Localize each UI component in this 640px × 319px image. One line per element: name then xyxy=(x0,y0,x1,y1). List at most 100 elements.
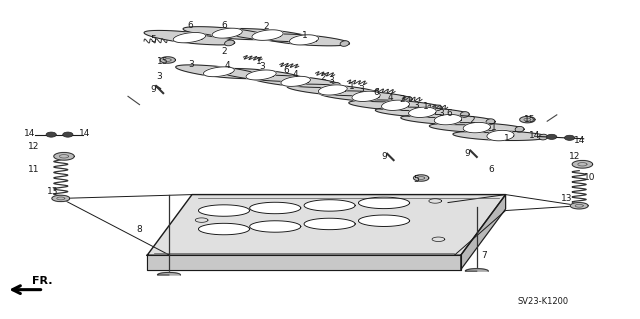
Ellipse shape xyxy=(262,35,271,41)
Polygon shape xyxy=(413,175,429,181)
Polygon shape xyxy=(198,205,250,216)
Polygon shape xyxy=(358,215,410,226)
Polygon shape xyxy=(429,122,524,133)
Polygon shape xyxy=(281,76,310,86)
Text: 3: 3 xyxy=(156,72,161,81)
Ellipse shape xyxy=(403,96,412,102)
Text: 6: 6 xyxy=(489,165,494,174)
Text: 6: 6 xyxy=(221,21,227,30)
Text: 13: 13 xyxy=(561,194,572,203)
Text: 1: 1 xyxy=(349,82,355,91)
Text: 14: 14 xyxy=(573,136,585,145)
Polygon shape xyxy=(147,195,506,255)
Text: 4: 4 xyxy=(388,93,393,102)
Ellipse shape xyxy=(331,83,340,88)
Text: 3: 3 xyxy=(439,109,444,118)
Text: 6: 6 xyxy=(374,88,379,97)
Text: 3: 3 xyxy=(329,76,334,85)
Polygon shape xyxy=(52,195,70,202)
Polygon shape xyxy=(212,28,243,38)
Text: 6: 6 xyxy=(447,109,452,118)
Ellipse shape xyxy=(369,91,378,96)
Text: 8: 8 xyxy=(137,225,142,234)
Text: 13: 13 xyxy=(47,187,58,196)
Text: 15: 15 xyxy=(524,115,536,124)
Polygon shape xyxy=(461,195,506,270)
Polygon shape xyxy=(320,91,413,102)
Polygon shape xyxy=(204,67,234,77)
Text: 4: 4 xyxy=(293,70,298,78)
Circle shape xyxy=(564,135,575,140)
Text: 1: 1 xyxy=(302,31,307,40)
Polygon shape xyxy=(198,223,250,235)
Polygon shape xyxy=(251,75,340,87)
Polygon shape xyxy=(217,69,305,81)
Polygon shape xyxy=(287,84,378,96)
Polygon shape xyxy=(259,34,349,46)
Polygon shape xyxy=(318,85,348,95)
Polygon shape xyxy=(160,57,175,63)
Text: 11: 11 xyxy=(28,165,39,174)
Polygon shape xyxy=(183,27,271,40)
Polygon shape xyxy=(221,28,314,42)
Polygon shape xyxy=(520,116,535,123)
Polygon shape xyxy=(465,269,488,271)
Text: 14: 14 xyxy=(24,129,35,138)
Text: 1: 1 xyxy=(504,134,509,143)
Polygon shape xyxy=(463,122,490,133)
Polygon shape xyxy=(401,115,495,125)
Polygon shape xyxy=(250,221,301,232)
Text: 1: 1 xyxy=(492,123,497,132)
Circle shape xyxy=(63,132,73,137)
Text: 7: 7 xyxy=(481,251,486,260)
Ellipse shape xyxy=(225,40,234,46)
Polygon shape xyxy=(289,35,319,45)
Text: 6: 6 xyxy=(284,66,289,75)
Text: 5: 5 xyxy=(151,35,156,44)
Text: 15: 15 xyxy=(157,57,169,66)
Polygon shape xyxy=(408,107,436,117)
Text: 3: 3 xyxy=(413,101,419,110)
Text: 2: 2 xyxy=(221,47,227,56)
Text: 2: 2 xyxy=(321,73,326,82)
Text: 14: 14 xyxy=(79,129,91,138)
Polygon shape xyxy=(246,70,276,80)
Circle shape xyxy=(547,134,557,139)
Text: 14: 14 xyxy=(529,131,540,140)
Text: 3: 3 xyxy=(188,60,193,69)
Ellipse shape xyxy=(539,134,548,140)
Text: 12: 12 xyxy=(569,152,580,161)
Polygon shape xyxy=(352,91,380,101)
Text: 9: 9 xyxy=(381,152,387,161)
Text: 2: 2 xyxy=(264,22,269,31)
Circle shape xyxy=(46,132,56,137)
Text: SV23-K1200: SV23-K1200 xyxy=(517,297,568,306)
Polygon shape xyxy=(375,107,470,117)
Text: 3: 3 xyxy=(359,85,364,94)
Polygon shape xyxy=(434,115,462,125)
Polygon shape xyxy=(176,65,262,79)
Polygon shape xyxy=(157,272,180,275)
Polygon shape xyxy=(381,100,410,110)
Text: 2: 2 xyxy=(399,95,404,104)
Text: 6: 6 xyxy=(188,21,193,30)
Text: 5: 5 xyxy=(413,175,419,184)
Text: 2: 2 xyxy=(470,116,475,125)
Polygon shape xyxy=(570,203,588,209)
Text: 1: 1 xyxy=(423,102,428,111)
Ellipse shape xyxy=(515,126,524,132)
Ellipse shape xyxy=(296,77,305,82)
Ellipse shape xyxy=(433,105,442,111)
Text: 1: 1 xyxy=(257,57,262,66)
Text: 9: 9 xyxy=(151,85,156,94)
Ellipse shape xyxy=(486,119,495,124)
Polygon shape xyxy=(358,197,410,209)
Polygon shape xyxy=(304,218,355,230)
Text: 9: 9 xyxy=(465,149,470,158)
Polygon shape xyxy=(572,160,593,168)
Polygon shape xyxy=(487,130,514,141)
Text: 12: 12 xyxy=(28,142,39,151)
Text: 3: 3 xyxy=(260,63,265,71)
Ellipse shape xyxy=(340,41,349,46)
Polygon shape xyxy=(453,131,548,140)
